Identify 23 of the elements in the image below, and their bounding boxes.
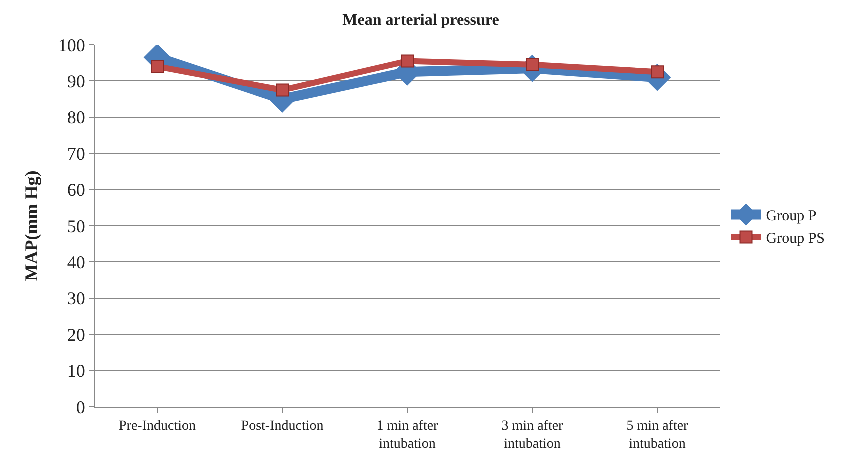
y-axis-title: MAP(mm Hg) <box>22 170 42 282</box>
chart-title: Mean arterial pressure <box>342 12 500 30</box>
y-tick-label: 40 <box>67 252 86 272</box>
point <box>151 60 164 74</box>
y-tick-label: 30 <box>67 288 86 309</box>
x-tick-label: Post-Induction <box>241 418 324 434</box>
legend-label: Group PS <box>766 231 826 248</box>
y-tick-label: 50 <box>67 216 86 236</box>
y-tick-label: 100 <box>58 35 86 56</box>
y-tick-label: 80 <box>67 108 86 128</box>
x-tick-label: 5 min after intubation <box>626 418 689 452</box>
x-tick-label: 1 min after intubation <box>376 418 439 452</box>
y-tick-label: 60 <box>67 180 86 200</box>
point <box>401 54 414 68</box>
y-tick-label: 20 <box>67 324 86 345</box>
legend-label: Group P <box>766 208 817 225</box>
y-tick-label: 0 <box>76 397 86 418</box>
point <box>276 84 289 97</box>
y-tick-label: 90 <box>67 72 86 92</box>
y-tick-label: 70 <box>67 144 86 164</box>
x-tick-label: 3 min after intubation <box>502 418 564 452</box>
x-tick-label: Pre-Induction <box>119 418 196 434</box>
y-tick-label: 10 <box>67 361 86 382</box>
